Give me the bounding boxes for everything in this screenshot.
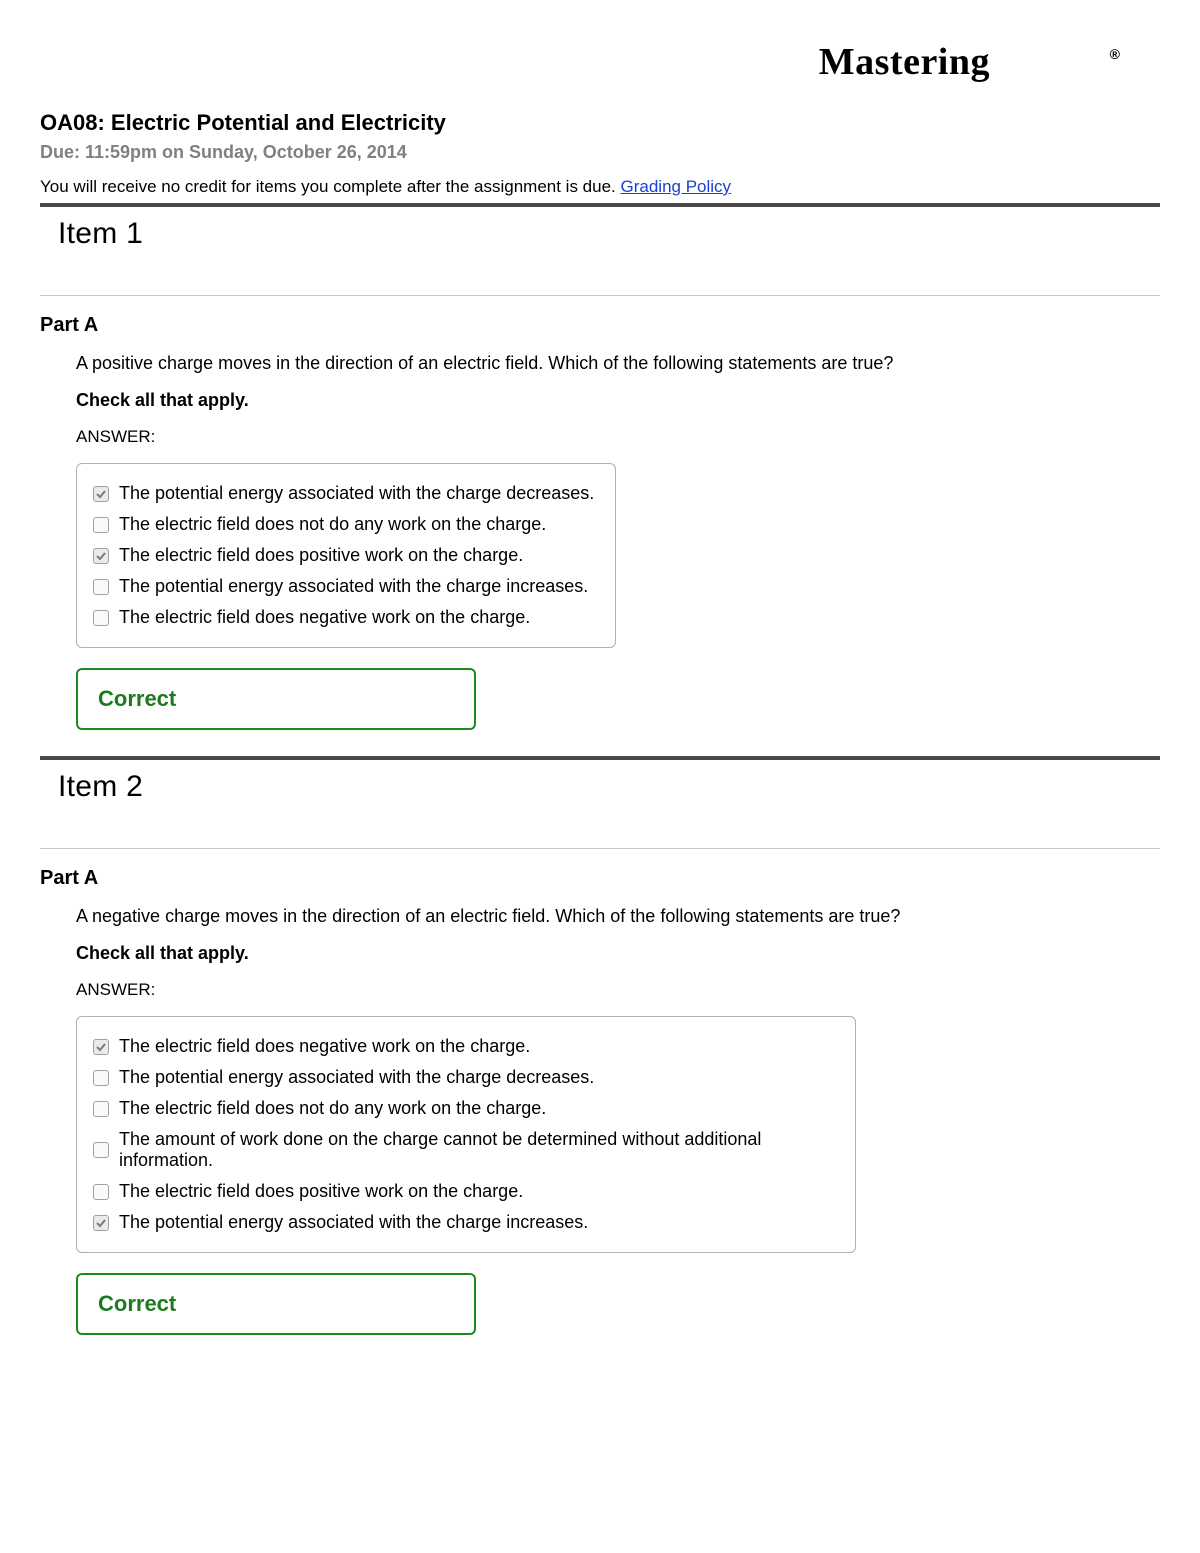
option-text: The potential energy associated with the… (119, 576, 588, 597)
option-text: The potential energy associated with the… (119, 1212, 588, 1233)
checkbox-icon[interactable] (93, 1039, 109, 1055)
option-row: The amount of work done on the charge ca… (93, 1124, 839, 1176)
options-box: The electric field does negative work on… (76, 1016, 856, 1253)
checkbox-icon[interactable] (93, 548, 109, 564)
checkbox-icon[interactable] (93, 610, 109, 626)
item-header: Item 1 (58, 217, 1160, 251)
assignment-notice: You will receive no credit for items you… (40, 177, 1160, 197)
option-text: The potential energy associated with the… (119, 1067, 594, 1088)
checkbox-icon[interactable] (93, 486, 109, 502)
assignment-due: Due: 11:59pm on Sunday, October 26, 2014 (40, 142, 1160, 163)
brand-row: Mastering ® (40, 40, 1160, 100)
option-row: The electric field does positive work on… (93, 1176, 839, 1207)
checkbox-icon[interactable] (93, 1070, 109, 1086)
part-label: Part A (40, 314, 1160, 337)
answer-label: ANSWER: (76, 427, 1160, 447)
option-text: The potential energy associated with the… (119, 483, 594, 504)
divider-thick (40, 203, 1160, 207)
brand-logo: Mastering (819, 40, 990, 84)
checkbox-icon[interactable] (93, 1142, 109, 1158)
notice-text: You will receive no credit for items you… (40, 177, 621, 196)
divider-thin (40, 295, 1160, 296)
grading-policy-link[interactable]: Grading Policy (621, 177, 732, 196)
option-text: The electric field does negative work on… (119, 607, 530, 628)
options-box: The potential energy associated with the… (76, 463, 616, 648)
option-text: The electric field does negative work on… (119, 1036, 530, 1057)
answer-label: ANSWER: (76, 980, 1160, 1000)
option-text: The electric field does not do any work … (119, 514, 546, 535)
instruction-text: Check all that apply. (76, 943, 1160, 964)
result-box: Correct (76, 668, 476, 730)
option-text: The electric field does positive work on… (119, 545, 523, 566)
checkbox-icon[interactable] (93, 1215, 109, 1231)
divider-thick (40, 756, 1160, 760)
item-header: Item 2 (58, 770, 1160, 804)
option-text: The electric field does not do any work … (119, 1098, 546, 1119)
checkbox-icon[interactable] (93, 1101, 109, 1117)
checkbox-icon[interactable] (93, 517, 109, 533)
result-text: Correct (98, 686, 176, 711)
option-row: The potential energy associated with the… (93, 571, 599, 602)
checkbox-icon[interactable] (93, 579, 109, 595)
option-text: The electric field does positive work on… (119, 1181, 523, 1202)
part-label: Part A (40, 867, 1160, 890)
result-text: Correct (98, 1291, 176, 1316)
option-row: The potential energy associated with the… (93, 1062, 839, 1093)
page-root: Mastering ® OA08: Electric Potential and… (0, 0, 1200, 1421)
instruction-text: Check all that apply. (76, 390, 1160, 411)
question-text: A negative charge moves in the direction… (76, 906, 1160, 927)
option-row: The electric field does not do any work … (93, 509, 599, 540)
question-text: A positive charge moves in the direction… (76, 353, 1160, 374)
divider-thin (40, 848, 1160, 849)
option-row: The electric field does not do any work … (93, 1093, 839, 1124)
registered-mark: ® (1110, 46, 1120, 62)
option-row: The electric field does negative work on… (93, 1031, 839, 1062)
option-row: The electric field does positive work on… (93, 540, 599, 571)
assignment-title: OA08: Electric Potential and Electricity (40, 110, 1160, 136)
checkbox-icon[interactable] (93, 1184, 109, 1200)
option-row: The potential energy associated with the… (93, 478, 599, 509)
result-box: Correct (76, 1273, 476, 1335)
option-row: The electric field does negative work on… (93, 602, 599, 633)
option-text: The amount of work done on the charge ca… (119, 1129, 839, 1171)
option-row: The potential energy associated with the… (93, 1207, 839, 1238)
